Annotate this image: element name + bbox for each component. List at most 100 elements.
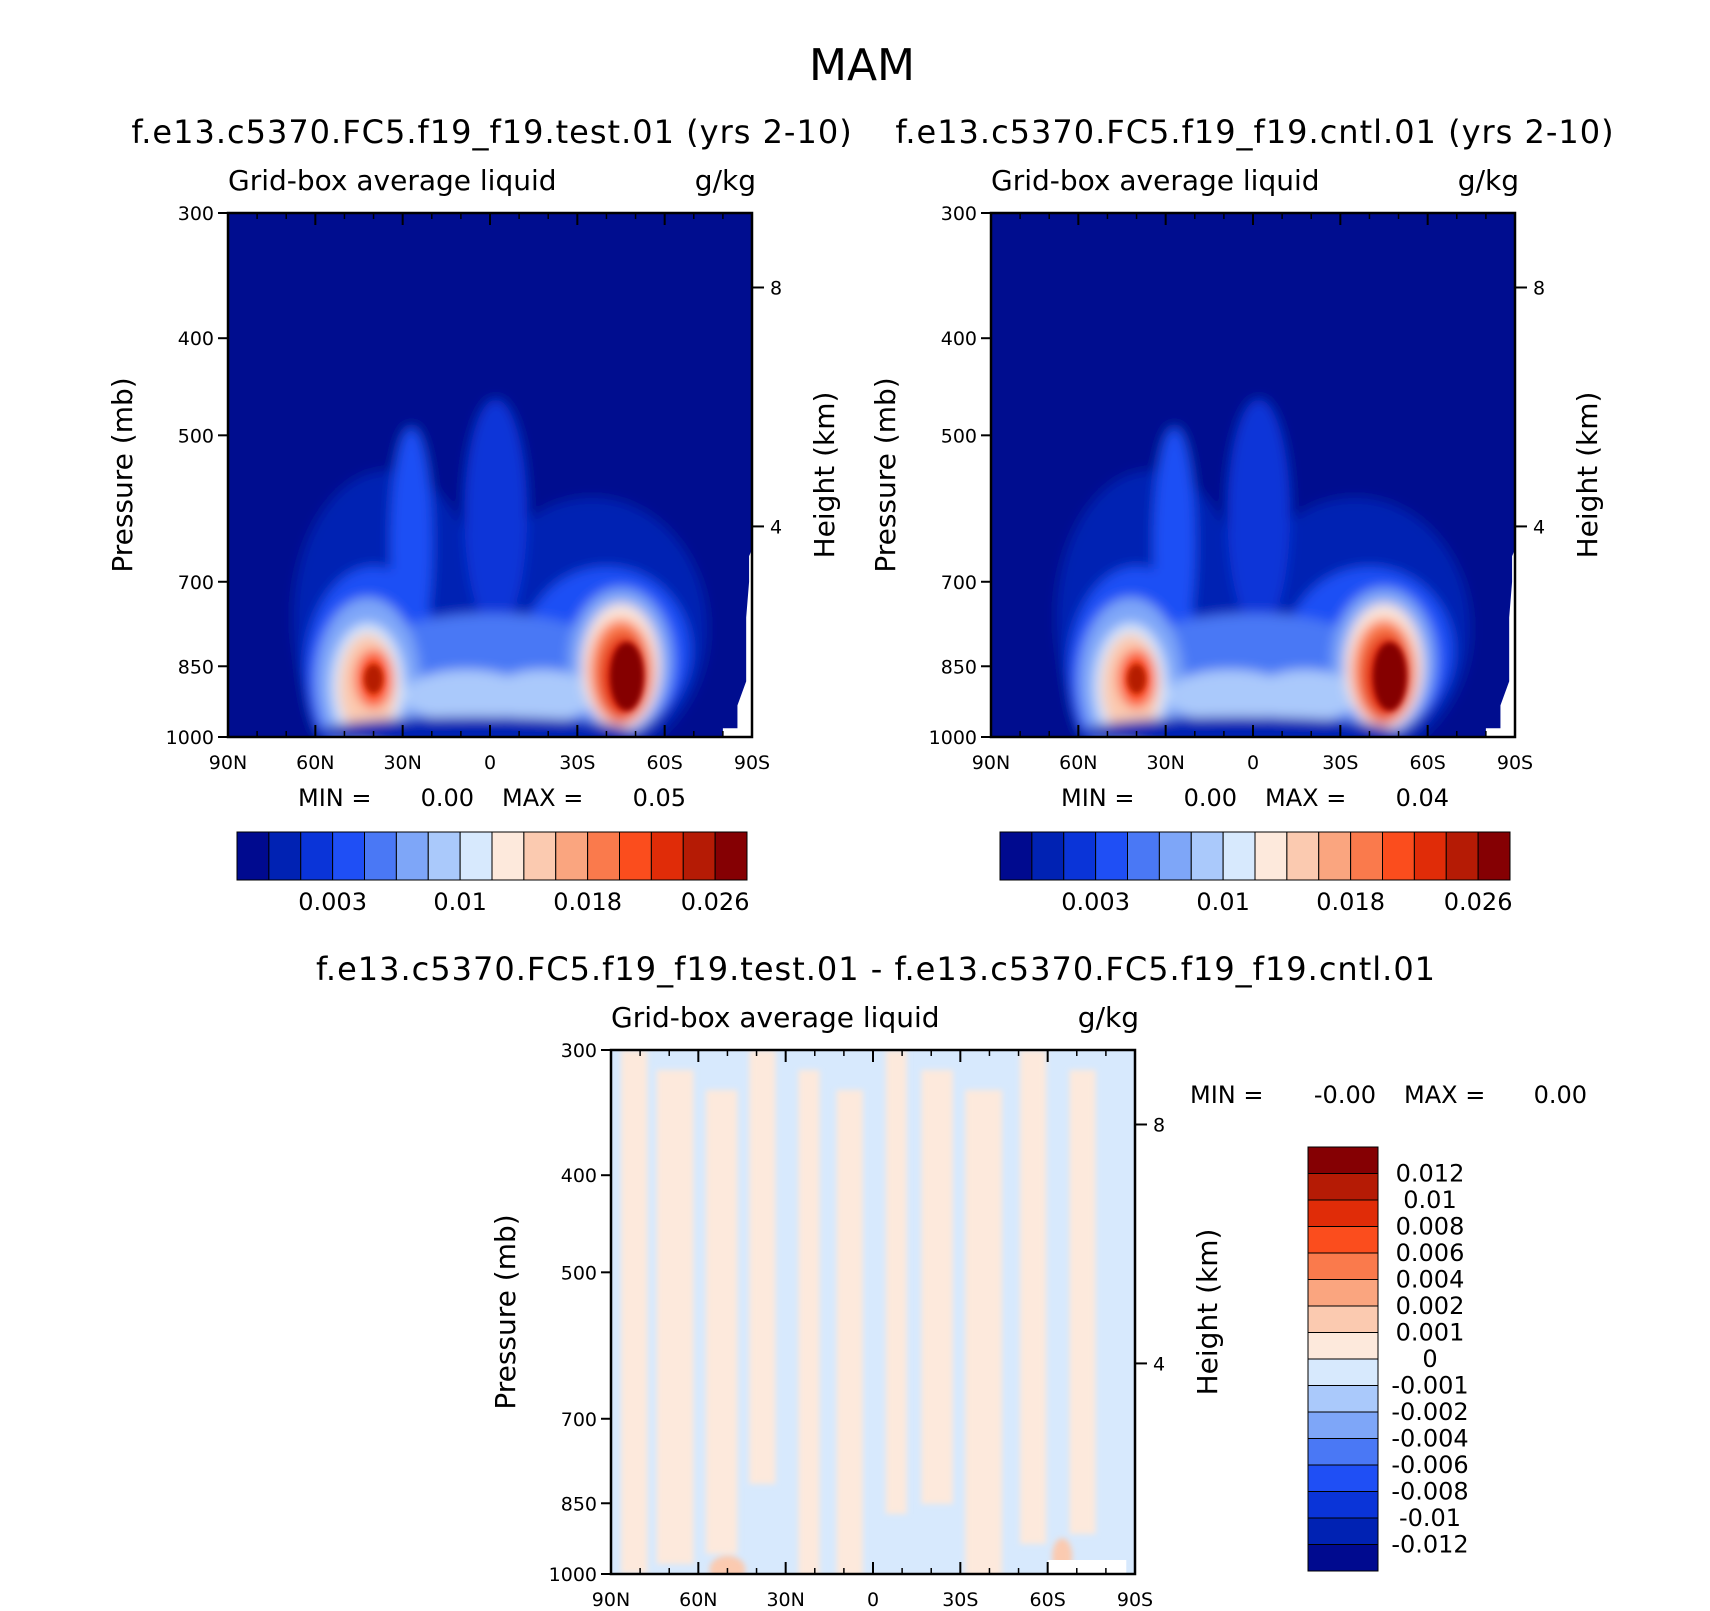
diff-patch xyxy=(798,1070,820,1574)
colorbar-swatch xyxy=(236,831,270,881)
panel-subtitle-left: Grid-box average liquid xyxy=(991,164,1320,197)
colorbar-swatch xyxy=(395,831,429,881)
missing-data-region xyxy=(722,549,752,737)
colorbar-swatch xyxy=(1307,1358,1379,1386)
colorbar-swatch xyxy=(682,831,716,881)
colorbar-swatch xyxy=(268,831,302,881)
panel-title: f.e13.c5370.FC5.f19_f19.test.01 - f.e13.… xyxy=(316,950,1436,988)
colorbar-swatch xyxy=(1445,831,1479,881)
colorbar-swatch xyxy=(1307,1464,1379,1492)
colorbar-label: 0.006 xyxy=(1396,1239,1465,1267)
diff-patch xyxy=(921,1070,953,1504)
colorbar-swatch xyxy=(1254,831,1288,881)
colorbar-label: 0.01 xyxy=(433,888,486,916)
y-axis-label: Pressure (mb) xyxy=(106,377,139,572)
colorbar-label: 0 xyxy=(1422,1345,1437,1373)
colorbar-swatch xyxy=(999,831,1033,881)
x-tick-label: 30S xyxy=(559,752,595,774)
contour-field xyxy=(228,213,752,737)
min-label: MIN = xyxy=(1190,1081,1263,1109)
contour-layers xyxy=(228,213,752,737)
colorbar-label: -0.006 xyxy=(1391,1451,1468,1479)
min-label: MIN = xyxy=(1061,784,1134,812)
diff-patch xyxy=(621,1050,648,1574)
colorbar-swatch xyxy=(1307,1279,1379,1307)
colorbar-swatch xyxy=(1158,831,1192,881)
colorbar-swatch xyxy=(1307,1517,1379,1545)
x-tick-label: 0 xyxy=(1247,752,1259,774)
diff-background xyxy=(611,1050,1135,1574)
y-tick-label: 1000 xyxy=(549,1564,597,1586)
contour-band xyxy=(490,669,595,723)
colorbar-label: -0.001 xyxy=(1391,1372,1468,1400)
colorbar-swatch xyxy=(332,831,365,881)
diff-patch xyxy=(705,1090,738,1554)
colorbar-swatch xyxy=(1307,1146,1379,1174)
colorbar: 0.003 0.01 0.018 0.026 xyxy=(999,831,1512,916)
colorbar-swatch xyxy=(1307,1438,1379,1466)
colorbar-swatch xyxy=(714,831,748,881)
y-tick-label: 500 xyxy=(178,425,214,447)
max-label: MAX = xyxy=(502,784,583,812)
y-tick-label: 850 xyxy=(941,656,977,678)
y-right-tick-label: 4 xyxy=(1153,1353,1165,1375)
y-axis-label: Pressure (mb) xyxy=(869,377,902,572)
axes: 90N 60N 30N 0 30S 60S 90S 300 400 500 700 850 1000 8 4 xyxy=(549,1040,1165,1611)
contour-core xyxy=(1373,642,1407,711)
x-tick-label: 60N xyxy=(1059,752,1097,774)
y-tick-label: 700 xyxy=(178,572,214,594)
colorbar-label: 0.018 xyxy=(1316,888,1385,916)
y-tick-label: 400 xyxy=(178,328,214,350)
x-tick-label: 60N xyxy=(296,752,334,774)
y-axis-right-label: Height (km) xyxy=(1571,392,1604,559)
colorbar-swatch xyxy=(1190,831,1224,881)
panel-subtitle-left: Grid-box average liquid xyxy=(228,164,557,197)
contour-core xyxy=(610,642,644,711)
panel-difference: f.e13.c5370.FC5.f19_f19.test.01 - f.e13.… xyxy=(316,950,1587,1611)
y-tick-label: 400 xyxy=(561,1165,597,1187)
colorbar-label: 0.01 xyxy=(1196,888,1249,916)
contour-band xyxy=(1081,716,1396,737)
y-right-tick-label: 4 xyxy=(1533,516,1545,538)
diff-patch xyxy=(885,1050,907,1514)
x-tick-label: 90S xyxy=(734,752,770,774)
colorbar-swatch xyxy=(587,831,620,881)
colorbar-swatch xyxy=(1286,831,1320,881)
contour-core xyxy=(364,664,383,694)
colorbar-swatch xyxy=(1307,1173,1379,1201)
colorbar-swatch xyxy=(1222,831,1256,881)
max-value: 0.00 xyxy=(1534,1081,1587,1109)
colorbar-swatch xyxy=(650,831,684,881)
colorbar-swatch xyxy=(491,831,525,881)
max-label: MAX = xyxy=(1265,784,1346,812)
x-tick-label: 90N xyxy=(209,752,247,774)
diff-patch xyxy=(656,1070,694,1564)
diff-patch xyxy=(749,1050,776,1484)
panel-subtitle-right: g/kg xyxy=(695,164,756,197)
colorbar-swatch xyxy=(1477,831,1511,881)
colorbar-label: 0.026 xyxy=(681,888,750,916)
colorbar-label: -0.01 xyxy=(1399,1504,1461,1532)
colorbar-swatch xyxy=(1031,831,1065,881)
colorbar-swatch xyxy=(427,831,461,881)
diff-patch xyxy=(1069,1070,1096,1534)
y-tick-label: 850 xyxy=(178,656,214,678)
x-tick-label: 30N xyxy=(383,752,421,774)
contour-layers xyxy=(991,213,1515,737)
axes: 90N 60N 30N 0 30S 60S 90S 300 400 500 700 850 1000 8 4 xyxy=(166,203,782,774)
x-tick-label: 60S xyxy=(1410,752,1446,774)
contour-band xyxy=(1227,399,1291,630)
colorbar-label: 0.001 xyxy=(1396,1319,1465,1347)
max-value: 0.04 xyxy=(1396,784,1449,812)
colorbar-swatch xyxy=(1307,1226,1379,1254)
y-tick-label: 1000 xyxy=(166,727,214,749)
y-tick-label: 300 xyxy=(178,203,214,225)
y-tick-label: 400 xyxy=(941,328,977,350)
colorbar-swatch xyxy=(1307,1491,1379,1519)
panel-subtitle-left: Grid-box average liquid xyxy=(611,1001,940,1034)
diff-patch xyxy=(1020,1050,1047,1544)
y-tick-label: 500 xyxy=(561,1262,597,1284)
min-value: 0.00 xyxy=(421,784,474,812)
contour-core xyxy=(1127,664,1146,694)
